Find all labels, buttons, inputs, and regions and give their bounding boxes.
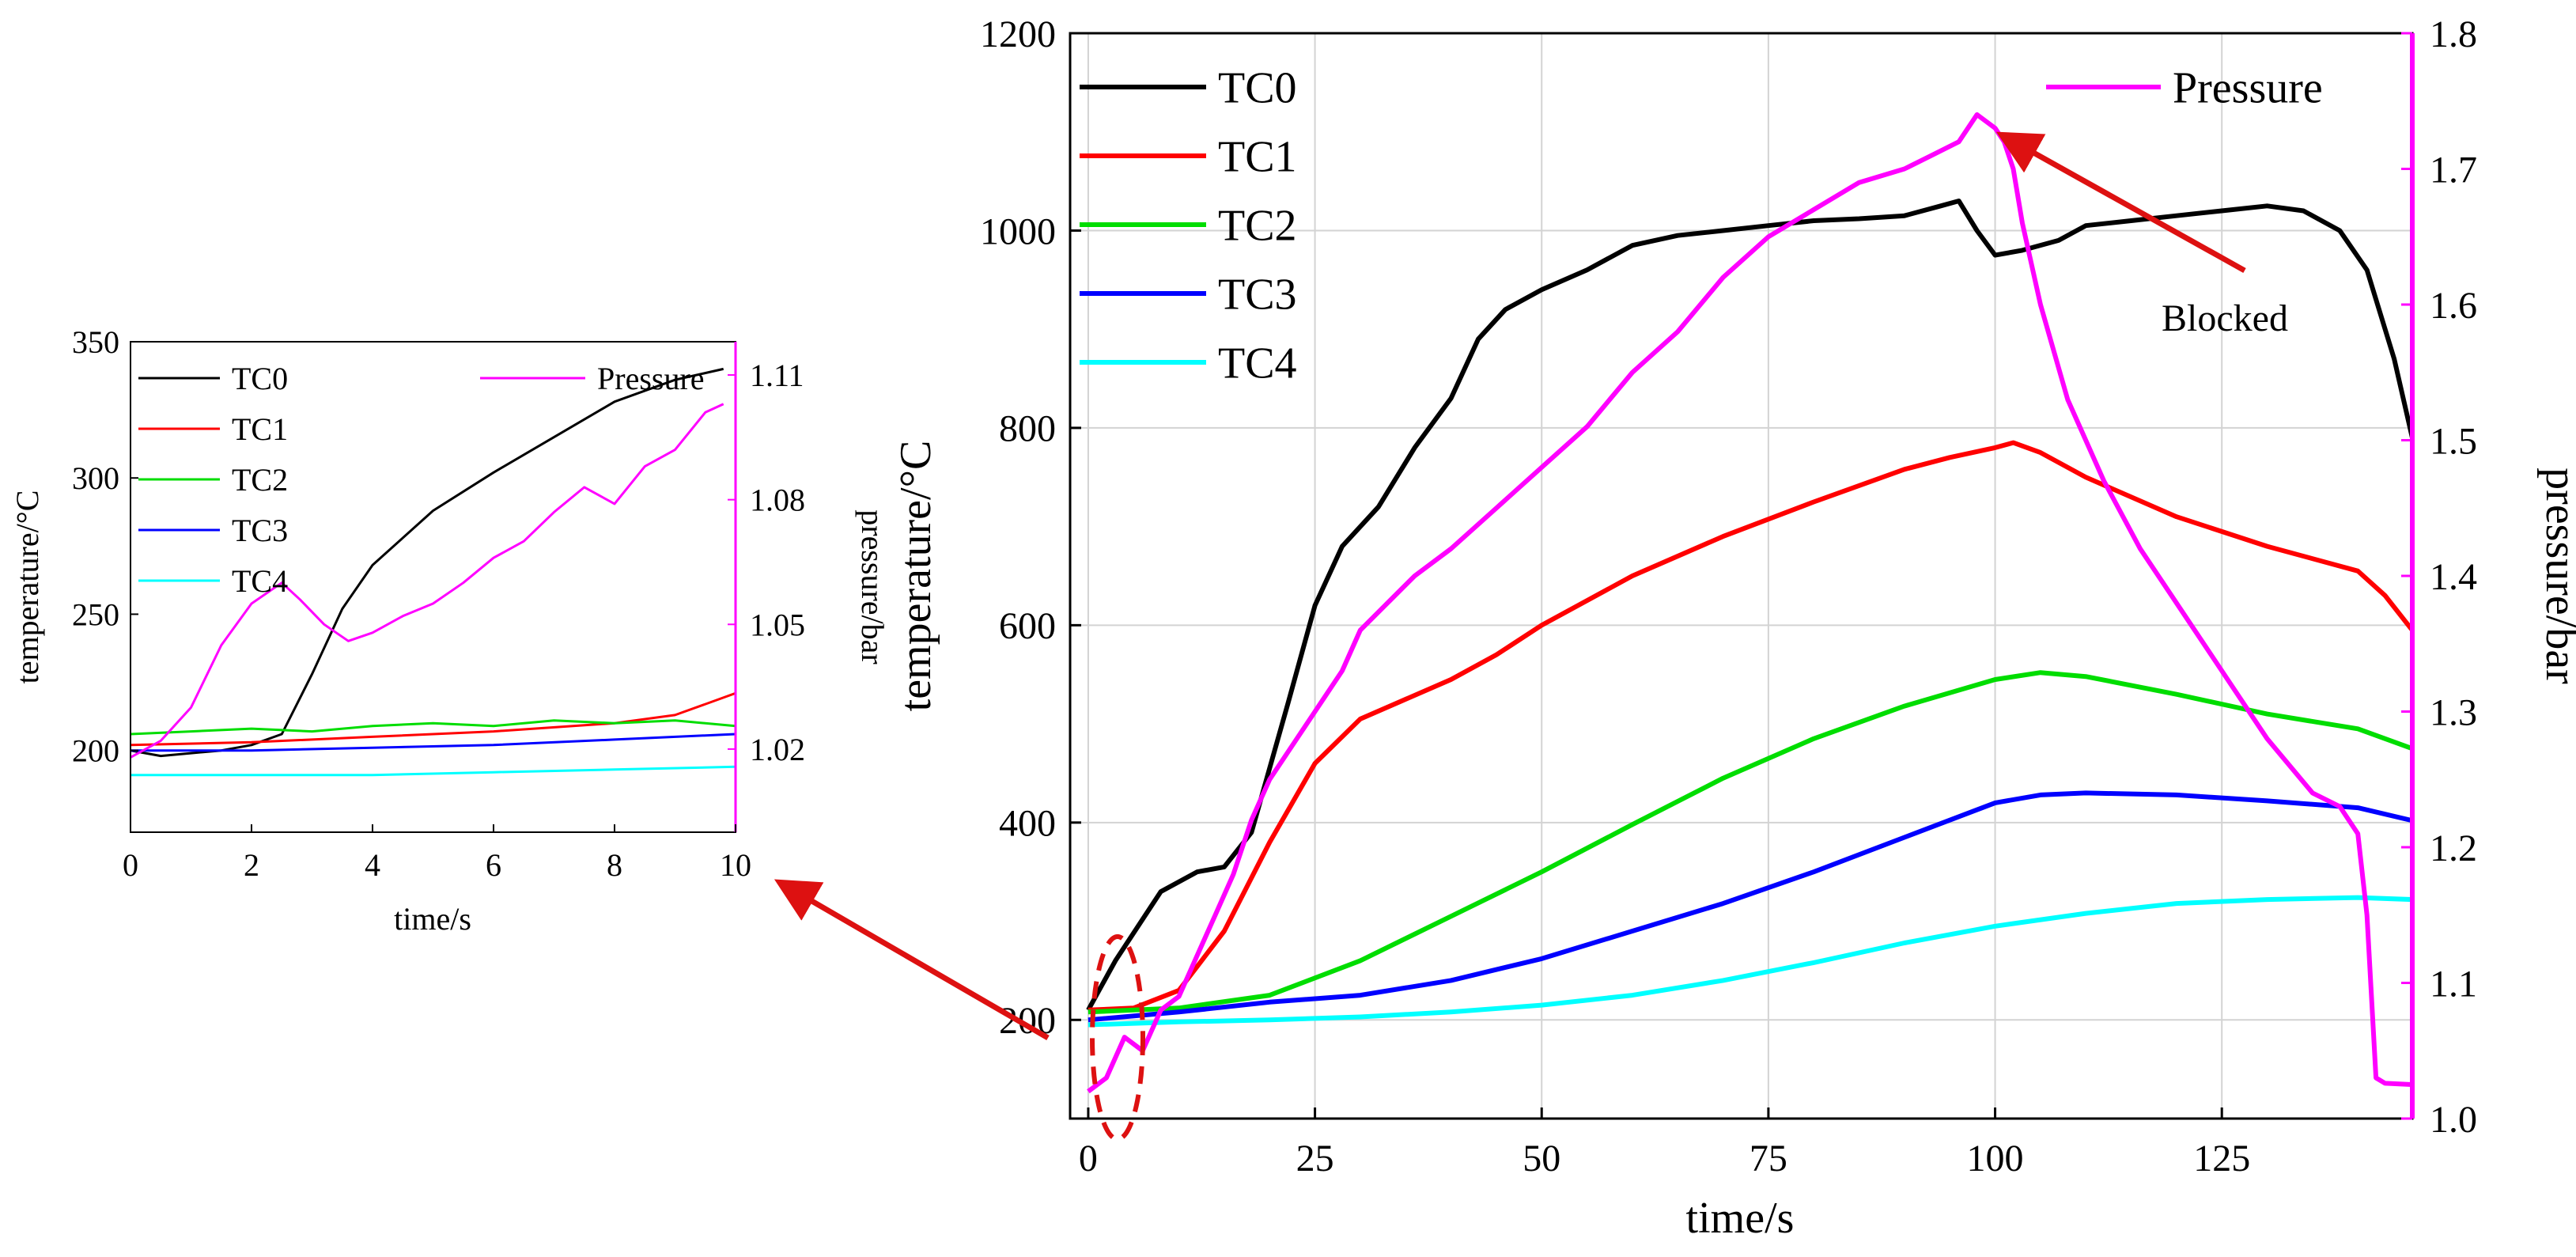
inset-xtick-label: 10 [720, 847, 751, 883]
inset-chart: 0 2 4 6 8 10 200 250 300 350 1.02 1.05 1.08 1.11 time/… [9, 324, 891, 937]
main-ytick-label: 1200 [980, 13, 1056, 55]
annotations: Blocked [774, 131, 2288, 1142]
inset-ytick-label: 250 [72, 596, 119, 632]
main-ytick-label: 400 [999, 803, 1056, 845]
main-series-tc0 [1086, 199, 2412, 1012]
inset-xtick-label: 6 [486, 847, 501, 883]
main-xtick-label: 50 [1523, 1138, 1560, 1179]
main-x-axis-label: time/s [1686, 1194, 1795, 1243]
main-series-tc1 [1088, 440, 2412, 1013]
main-xtick-label: 75 [1749, 1138, 1787, 1179]
inset-legend-label-tc4: TC4 [232, 563, 288, 599]
main-y2tick-label: 1.5 [2430, 420, 2477, 462]
main-ytick-label: 600 [999, 605, 1056, 647]
main-xtick-label: 25 [1296, 1138, 1334, 1179]
inset-y2tick-label: 1.02 [750, 732, 805, 767]
main-ytick-label: 800 [999, 408, 1056, 450]
inset-series-tc3 [131, 733, 736, 752]
main-legend-label-tc0: TC0 [1218, 64, 1297, 113]
main-y2tick-label: 1.0 [2430, 1099, 2477, 1141]
main-series-tc2 [1088, 670, 2412, 1015]
blocked-annotation: Blocked [2162, 297, 2288, 339]
main-y2-axis-label: pressure/bar [2536, 468, 2576, 684]
main-legend-label-tc3: TC3 [1218, 271, 1297, 320]
main-xtick-label: 125 [2193, 1138, 2250, 1179]
inset-series-tc2 [131, 719, 736, 736]
blocked-arrow [1995, 131, 2246, 274]
main-legend: TC0 TC1 TC2 TC3 TC4 Pressure [1080, 64, 2323, 388]
inset-xtick-label: 0 [123, 847, 138, 883]
inset-y2tick-label: 1.11 [750, 358, 804, 393]
inset-series-tc0 [131, 367, 724, 758]
inset-series-group [131, 367, 736, 777]
main-legend-label-tc2: TC2 [1218, 202, 1297, 251]
inset-series-pressure [131, 403, 724, 759]
inset-y2tick-label: 1.08 [750, 483, 805, 518]
inset-series-tc1 [131, 691, 736, 747]
inset-y-axis-label: temperature/°C [9, 490, 45, 684]
inset-series-tc4 [131, 765, 736, 777]
inset-legend-label-tc2: TC2 [232, 462, 288, 498]
inset-x-axis-label: time/s [394, 901, 471, 937]
inset-legend-label-tc0: TC0 [232, 361, 288, 396]
zoom-arrow [774, 879, 1050, 1041]
main-y-axis-label: temperature/°C [891, 441, 940, 712]
inset-xtick-label: 8 [607, 847, 622, 883]
main-y2tick-label: 1.4 [2430, 556, 2477, 598]
main-y2tick-label: 1.7 [2430, 149, 2477, 191]
main-series-group [1086, 112, 2412, 1094]
inset-legend-label-tc3: TC3 [232, 513, 288, 548]
main-xtick-label: 0 [1079, 1138, 1098, 1179]
inset-legend-label-pressure: Pressure [597, 361, 705, 396]
inset-ytick-label: 300 [72, 460, 119, 496]
main-xtick-label: 100 [1967, 1138, 2024, 1179]
main-y2tick-label: 1.1 [2430, 963, 2477, 1005]
inset-plot-frame [130, 341, 736, 833]
main-chart: 0 25 50 75 100 125200400600800100012001.01.11… [891, 13, 2576, 1243]
main-series-tc4 [1088, 895, 2412, 1028]
main-legend-label-tc1: TC1 [1218, 133, 1297, 182]
main-legend-label-pressure: Pressure [2173, 64, 2323, 113]
main-ytick-label: 1000 [980, 210, 1056, 252]
main-y2tick-label: 1.8 [2430, 13, 2477, 55]
inset-legend-label-tc1: TC1 [232, 411, 288, 447]
inset-ytick-label: 350 [72, 324, 119, 360]
main-series-tc3 [1088, 790, 2412, 1023]
inset-ytick-label: 200 [72, 733, 119, 769]
main-plot-frame [1069, 32, 2414, 1120]
main-y2tick-label: 1.3 [2430, 691, 2477, 733]
main-series-pressure [1087, 112, 2412, 1094]
inset-legend: TC0 TC1 TC2 TC3 TC4 Pressure [138, 361, 705, 599]
inset-xtick-label: 4 [365, 847, 380, 883]
inset-xtick-label: 2 [244, 847, 259, 883]
inset-y2-axis-label: pressure/bar [855, 509, 891, 664]
main-y2tick-label: 1.6 [2430, 285, 2477, 327]
main-legend-label-tc4: TC4 [1218, 339, 1297, 388]
main-y2tick-label: 1.2 [2430, 827, 2477, 869]
zoom-region-ellipse [1090, 934, 1145, 1142]
inset-y2tick-label: 1.05 [750, 607, 805, 642]
